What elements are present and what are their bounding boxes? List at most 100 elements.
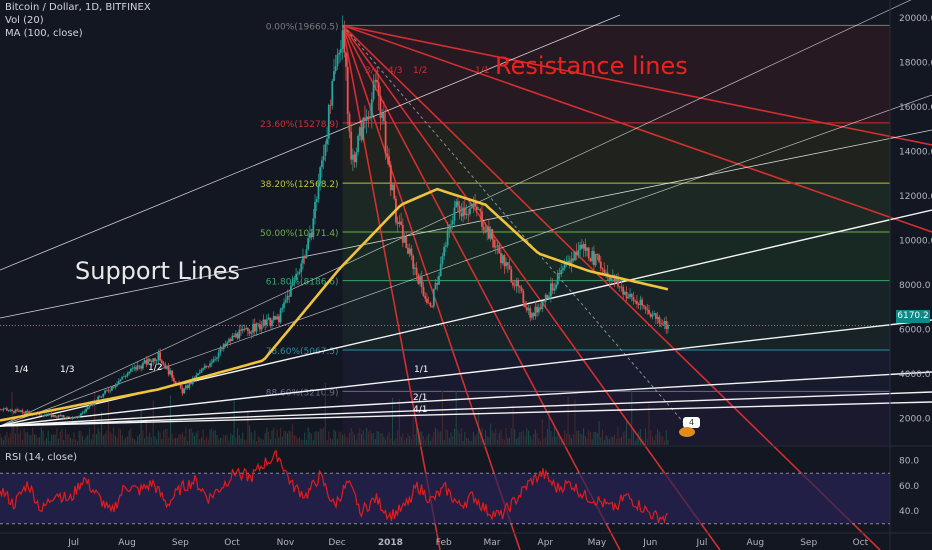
volume-bar — [560, 438, 562, 445]
volume-bar — [123, 439, 125, 445]
candle-body — [333, 71, 335, 81]
volume-bar — [538, 438, 540, 445]
volume-bar — [61, 429, 63, 445]
candle-body — [649, 313, 652, 317]
candle-body — [477, 209, 480, 210]
candle-body — [123, 376, 125, 378]
volume-bar — [101, 412, 103, 445]
candle-body — [324, 144, 327, 156]
volume-bar — [600, 437, 602, 445]
candle-body — [405, 236, 408, 248]
candle-body — [212, 359, 215, 363]
candle-body — [369, 116, 372, 119]
volume-bar — [429, 440, 431, 445]
support-line — [0, 401, 932, 427]
candle-body — [408, 248, 411, 254]
candle-body — [591, 251, 594, 262]
candle-body — [188, 382, 191, 388]
candle-body — [555, 284, 557, 289]
volume-bar — [309, 432, 311, 445]
candle-body — [431, 306, 433, 307]
volume-bar — [190, 428, 192, 445]
volume-bar — [479, 432, 481, 445]
candle-body — [429, 302, 432, 307]
candle-body — [625, 292, 628, 299]
candle-body — [515, 280, 518, 287]
volume-bar — [450, 432, 452, 445]
volume-bar — [627, 438, 629, 445]
volume-bar — [300, 439, 302, 445]
volume-bar — [109, 431, 111, 445]
volume-bar — [624, 430, 626, 445]
candle-body — [298, 271, 301, 274]
candle-body — [508, 265, 511, 270]
event-badge[interactable]: 4 — [683, 417, 700, 428]
volume-bar — [259, 437, 261, 445]
resistance-line — [342, 24, 932, 146]
candle-body — [279, 309, 282, 323]
volume-bar — [255, 440, 257, 445]
rsi-legend[interactable]: RSI (14, close) — [5, 452, 78, 463]
volume-bar — [638, 431, 640, 445]
time-tick-label: Dec — [328, 538, 345, 548]
candle-body — [74, 416, 77, 418]
candle-body — [627, 296, 630, 299]
volume-bar — [138, 434, 140, 445]
volume-bar — [78, 430, 80, 445]
candle-body — [470, 207, 473, 209]
candle-body — [231, 335, 234, 342]
candle-body — [16, 409, 19, 411]
candle-body — [388, 156, 390, 165]
volume-bar — [335, 431, 337, 445]
candle-body — [482, 226, 485, 231]
fan-label-layer: 1/4 1/3 1/2 1/1 2/1 4/1 3/4 4/3 1/2 1/1 — [14, 66, 489, 415]
volume-bar — [262, 439, 264, 445]
time-axis: Jul Aug Sep Oct Nov Dec 2018 Feb Mar Apr May Jun Jul… — [0, 532, 932, 548]
volume-bar — [435, 427, 437, 445]
volume-bar — [598, 421, 600, 445]
volume-bar — [314, 431, 316, 445]
ma-legend[interactable]: MA (100, close) — [5, 28, 83, 39]
volume-bar — [367, 431, 369, 445]
fan-ratio-label: 1/4 — [14, 365, 29, 375]
volume-bar — [207, 439, 209, 445]
candle-body — [2, 408, 5, 410]
volume-bar — [311, 433, 313, 445]
candle-body — [334, 66, 337, 72]
candle-body — [531, 313, 533, 318]
volume-bar — [214, 430, 216, 445]
symbol-legend[interactable]: Bitcoin / Dollar, 1D, BITFINEX — [5, 2, 151, 13]
candle-body — [312, 218, 315, 238]
volume-bar — [297, 438, 299, 445]
volume-legend[interactable]: Vol (20) — [5, 15, 44, 26]
volume-bar — [331, 439, 333, 445]
candle-body — [634, 300, 637, 302]
candle-body — [114, 385, 117, 388]
candle-body — [43, 415, 46, 417]
candle-body — [19, 410, 22, 412]
candle-body — [443, 246, 446, 256]
candle-body — [599, 261, 602, 269]
ma-100-line — [0, 187, 669, 422]
volume-bar — [455, 390, 457, 445]
candle-body — [322, 155, 325, 161]
volume-bar — [474, 435, 476, 445]
candle-body — [525, 307, 528, 311]
volume-bar — [505, 427, 507, 445]
candle-body — [374, 79, 377, 83]
volume-bar — [662, 436, 664, 445]
volume-bar — [576, 430, 578, 445]
volume-bar — [359, 428, 361, 445]
candle-body — [116, 384, 118, 386]
candle-body — [64, 417, 67, 419]
volume-bar — [412, 415, 414, 445]
volume-bar — [140, 409, 142, 445]
candle-body — [439, 263, 442, 277]
volume-bar — [400, 436, 402, 445]
volume-bar — [328, 431, 330, 445]
time-tick-label: 2018 — [378, 538, 403, 548]
volume-bar — [608, 439, 610, 445]
event-icon[interactable] — [679, 427, 695, 437]
